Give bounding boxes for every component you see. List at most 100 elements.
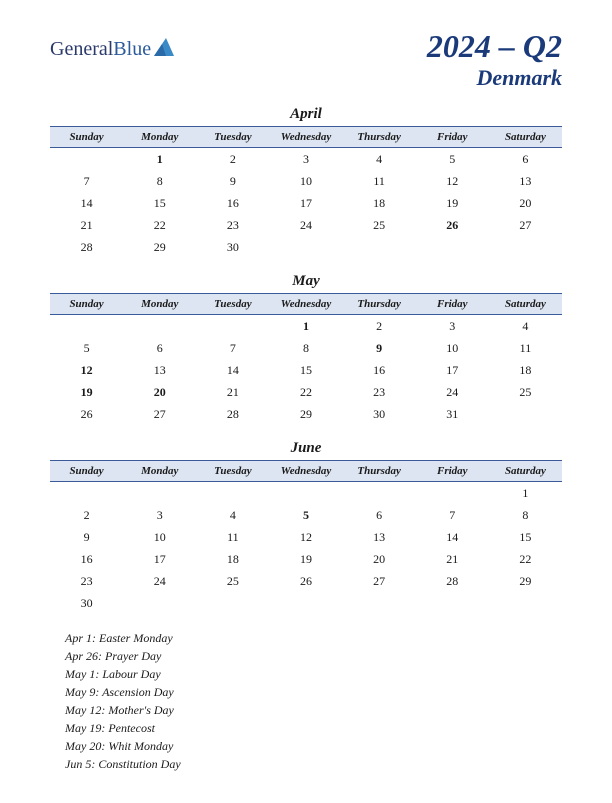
day-header: Wednesday bbox=[269, 461, 342, 482]
day-cell: 22 bbox=[123, 214, 196, 236]
day-cell: 10 bbox=[416, 337, 489, 359]
day-cell: 15 bbox=[489, 526, 562, 548]
day-cell: 14 bbox=[196, 359, 269, 381]
day-cell: 30 bbox=[196, 236, 269, 258]
logo-triangle-icon bbox=[154, 38, 174, 56]
day-cell: 23 bbox=[50, 570, 123, 592]
day-cell: 19 bbox=[416, 192, 489, 214]
day-cell: 7 bbox=[50, 170, 123, 192]
day-cell bbox=[489, 592, 562, 614]
day-cell: 25 bbox=[196, 570, 269, 592]
day-cell: 18 bbox=[196, 548, 269, 570]
day-cell: 16 bbox=[50, 548, 123, 570]
day-cell: 29 bbox=[489, 570, 562, 592]
day-cell: 21 bbox=[196, 381, 269, 403]
month-block: JuneSundayMondayTuesdayWednesdayThursday… bbox=[50, 440, 562, 614]
month-title: April bbox=[50, 106, 562, 123]
day-header: Monday bbox=[123, 294, 196, 315]
day-cell: 2 bbox=[196, 148, 269, 171]
day-cell: 17 bbox=[269, 192, 342, 214]
day-cell: 27 bbox=[343, 570, 416, 592]
day-cell: 26 bbox=[50, 403, 123, 425]
day-header: Saturday bbox=[489, 461, 562, 482]
title-country: Denmark bbox=[427, 65, 562, 91]
day-cell: 23 bbox=[196, 214, 269, 236]
day-cell: 31 bbox=[416, 403, 489, 425]
day-header: Tuesday bbox=[196, 461, 269, 482]
day-cell bbox=[50, 315, 123, 338]
logo-text-blue: Blue bbox=[113, 38, 151, 61]
calendar-table: SundayMondayTuesdayWednesdayThursdayFrid… bbox=[50, 293, 562, 425]
day-cell: 5 bbox=[269, 504, 342, 526]
day-cell bbox=[123, 592, 196, 614]
day-cell: 5 bbox=[50, 337, 123, 359]
header: GeneralBlue 2024 – Q2 Denmark bbox=[50, 30, 562, 91]
day-cell bbox=[269, 236, 342, 258]
day-header: Thursday bbox=[343, 294, 416, 315]
day-cell bbox=[196, 592, 269, 614]
day-header: Sunday bbox=[50, 127, 123, 148]
day-cell: 5 bbox=[416, 148, 489, 171]
day-header: Friday bbox=[416, 461, 489, 482]
day-cell bbox=[196, 482, 269, 505]
holiday-entry: May 12: Mother's Day bbox=[65, 701, 562, 719]
day-header: Tuesday bbox=[196, 127, 269, 148]
day-cell: 19 bbox=[50, 381, 123, 403]
day-header: Thursday bbox=[343, 127, 416, 148]
day-cell: 1 bbox=[269, 315, 342, 338]
table-row: 14151617181920 bbox=[50, 192, 562, 214]
day-cell: 26 bbox=[416, 214, 489, 236]
day-cell: 18 bbox=[489, 359, 562, 381]
day-header: Saturday bbox=[489, 127, 562, 148]
day-cell: 28 bbox=[416, 570, 489, 592]
day-cell bbox=[489, 403, 562, 425]
day-cell: 28 bbox=[196, 403, 269, 425]
day-header: Saturday bbox=[489, 294, 562, 315]
day-header: Tuesday bbox=[196, 294, 269, 315]
day-cell bbox=[343, 482, 416, 505]
day-cell bbox=[123, 482, 196, 505]
day-cell: 9 bbox=[50, 526, 123, 548]
day-cell: 4 bbox=[489, 315, 562, 338]
day-cell: 16 bbox=[343, 359, 416, 381]
day-cell bbox=[50, 148, 123, 171]
table-row: 23242526272829 bbox=[50, 570, 562, 592]
day-cell: 1 bbox=[489, 482, 562, 505]
day-cell bbox=[416, 592, 489, 614]
day-cell: 14 bbox=[416, 526, 489, 548]
day-cell: 30 bbox=[343, 403, 416, 425]
day-header: Monday bbox=[123, 461, 196, 482]
day-cell bbox=[343, 592, 416, 614]
day-cell: 10 bbox=[269, 170, 342, 192]
day-cell bbox=[269, 592, 342, 614]
day-cell: 17 bbox=[416, 359, 489, 381]
day-cell bbox=[416, 236, 489, 258]
day-header: Friday bbox=[416, 127, 489, 148]
day-cell: 24 bbox=[416, 381, 489, 403]
day-cell: 7 bbox=[196, 337, 269, 359]
day-cell: 20 bbox=[123, 381, 196, 403]
holiday-entry: May 20: Whit Monday bbox=[65, 737, 562, 755]
calendar-table: SundayMondayTuesdayWednesdayThursdayFrid… bbox=[50, 126, 562, 258]
table-row: 30 bbox=[50, 592, 562, 614]
day-cell bbox=[416, 482, 489, 505]
logo-text-general: General bbox=[50, 38, 113, 61]
day-cell: 1 bbox=[123, 148, 196, 171]
day-cell: 9 bbox=[196, 170, 269, 192]
month-title: June bbox=[50, 440, 562, 457]
day-header: Wednesday bbox=[269, 127, 342, 148]
day-cell: 2 bbox=[343, 315, 416, 338]
day-cell: 19 bbox=[269, 548, 342, 570]
holiday-entry: May 9: Ascension Day bbox=[65, 683, 562, 701]
month-title: May bbox=[50, 273, 562, 290]
day-cell: 6 bbox=[123, 337, 196, 359]
day-cell: 13 bbox=[489, 170, 562, 192]
day-cell bbox=[50, 482, 123, 505]
day-cell: 27 bbox=[489, 214, 562, 236]
day-cell: 21 bbox=[416, 548, 489, 570]
table-row: 282930 bbox=[50, 236, 562, 258]
day-cell: 12 bbox=[269, 526, 342, 548]
table-row: 1 bbox=[50, 482, 562, 505]
day-cell: 13 bbox=[123, 359, 196, 381]
holiday-entry: Apr 26: Prayer Day bbox=[65, 647, 562, 665]
